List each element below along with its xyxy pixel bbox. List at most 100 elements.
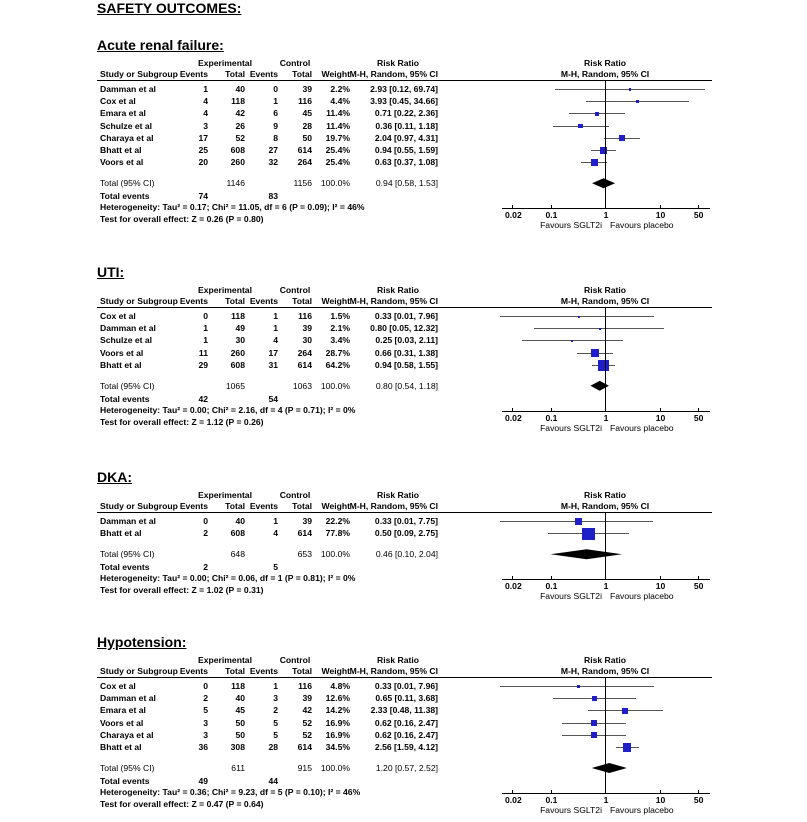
ctl-total: 52 bbox=[302, 717, 312, 728]
total-ctl: 1156 bbox=[293, 178, 312, 189]
experimental-header: Experimental bbox=[198, 285, 252, 295]
total-exp: 1146 bbox=[226, 178, 245, 189]
x-axis-tick-label: 1 bbox=[603, 412, 609, 423]
x-axis-tick bbox=[550, 790, 552, 794]
x-axis-tick-label: 10 bbox=[655, 581, 666, 592]
x-axis-tick bbox=[697, 407, 699, 412]
pooled-estimate-diamond bbox=[592, 178, 616, 189]
exp-total-header: Total bbox=[225, 666, 245, 676]
weight: 12.6% bbox=[325, 693, 350, 704]
point-estimate-marker bbox=[629, 88, 632, 91]
page-title: SAFETY OUTCOMES: bbox=[97, 0, 242, 16]
weight: 16.9% bbox=[325, 717, 350, 728]
weight: 11.4% bbox=[326, 108, 350, 119]
method-header: M-H, Random, 95% CI bbox=[349, 501, 438, 511]
x-axis bbox=[502, 410, 710, 412]
total-label: Total (95% CI) bbox=[100, 549, 155, 560]
x-axis-tick-label: 0.02 bbox=[505, 795, 522, 805]
risk-ratio-ci: 0.71 [0.22, 2.36] bbox=[374, 108, 438, 119]
weight: 25.4% bbox=[325, 145, 350, 155]
favours-right-label: Favours placebo bbox=[610, 591, 674, 602]
study-name: Damman et al bbox=[100, 693, 156, 704]
point-estimate-marker bbox=[570, 339, 574, 343]
header-rule bbox=[97, 307, 712, 308]
exp-total: 50 bbox=[235, 717, 245, 728]
exp-total: 260 bbox=[230, 347, 245, 358]
weight: 25.4% bbox=[325, 157, 350, 168]
risk-ratio-header: Risk Ratio bbox=[376, 285, 420, 295]
x-axis-tick-label: 1 bbox=[603, 581, 609, 592]
point-estimate-marker bbox=[594, 111, 600, 117]
ctl-total: 52 bbox=[302, 729, 312, 740]
ctl-total: 39 bbox=[302, 693, 312, 704]
risk-ratio-ci: 2.33 [0.48, 11.38] bbox=[370, 705, 438, 716]
method-header: M-H, Random, 95% CI bbox=[349, 666, 438, 676]
risk-ratio-ci: 0.94 [0.55, 1.59] bbox=[374, 145, 438, 155]
weight-header: Weight bbox=[321, 69, 350, 79]
x-axis bbox=[502, 579, 710, 581]
total-label: Total (95% CI) bbox=[100, 380, 155, 391]
study-header: Study or Subgroup bbox=[100, 69, 178, 79]
method-header: M-H, Random, 95% CI bbox=[349, 296, 438, 306]
favours-left-label: Favours SGLT2i bbox=[540, 591, 602, 602]
exp-events: 4 bbox=[203, 96, 208, 107]
pooled-estimate-diamond bbox=[590, 380, 609, 391]
heterogeneity: Heterogeneity: Tau² = 0.36; Chi² = 9.23,… bbox=[100, 787, 361, 797]
x-axis-tick bbox=[512, 576, 514, 581]
null-effect-line bbox=[605, 307, 606, 411]
exp-events: 20 bbox=[198, 157, 208, 168]
weight: 77.8% bbox=[325, 528, 350, 539]
risk-ratio-ci: 0.50 [0.09, 2.75] bbox=[374, 528, 438, 539]
weight-header: Weight bbox=[321, 666, 350, 676]
ctl-total-header: Total bbox=[292, 501, 312, 511]
exp-events: 36 bbox=[198, 742, 208, 752]
study-header: Study or Subgroup bbox=[100, 296, 178, 306]
exp-events: 1 bbox=[203, 335, 208, 346]
ctl-events: 1 bbox=[273, 96, 278, 107]
exp-total: 308 bbox=[230, 742, 245, 752]
overall-effect: Test for overall effect: Z = 1.02 (P = 0… bbox=[100, 585, 264, 596]
ctl-total: 28 bbox=[302, 120, 312, 131]
ctl-total: 39 bbox=[302, 516, 312, 526]
risk-ratio-ci: 2.56 [1.59, 4.12] bbox=[374, 742, 438, 752]
exp-events-header: Events bbox=[179, 501, 208, 511]
exp-total: 118 bbox=[231, 311, 245, 321]
ctl-events: 17 bbox=[268, 347, 278, 358]
weight: 3.4% bbox=[330, 335, 350, 346]
risk-ratio-ci: 0.62 [0.16, 2.47] bbox=[374, 729, 438, 740]
weight: 4.4% bbox=[330, 96, 350, 107]
point-estimate-marker bbox=[591, 349, 599, 357]
exp-total: 45 bbox=[235, 705, 245, 716]
control-header: Control bbox=[279, 285, 311, 295]
favours-left-label: Favours SGLT2i bbox=[540, 805, 602, 815]
x-axis-tick-label: 50 bbox=[693, 581, 704, 592]
exp-events: 0 bbox=[203, 311, 208, 321]
x-axis-tick-label: 0.1 bbox=[545, 412, 558, 423]
exp-events: 5 bbox=[203, 705, 208, 716]
x-axis-tick-label: 0.02 bbox=[505, 210, 522, 221]
x-axis-tick bbox=[605, 790, 606, 794]
total-label: Total (95% CI) bbox=[100, 763, 155, 773]
risk-ratio-ci: 0.36 [0.11, 1.18] bbox=[375, 120, 438, 131]
risk-ratio-ci: 0.65 [0.11, 3.68] bbox=[375, 693, 438, 704]
x-axis-tick bbox=[659, 790, 661, 794]
point-estimate-marker bbox=[618, 135, 625, 142]
x-axis-tick bbox=[512, 790, 514, 794]
ctl-total: 42 bbox=[302, 705, 312, 716]
total-events-exp: 2 bbox=[203, 562, 208, 573]
study-name: Charaya et al bbox=[100, 132, 154, 143]
x-axis-tick bbox=[605, 407, 606, 412]
risk-ratio-header: Risk Ratio bbox=[376, 655, 420, 665]
study-name: Charaya et al bbox=[100, 729, 154, 740]
ctl-total-header: Total bbox=[292, 666, 312, 676]
exp-total: 608 bbox=[230, 528, 245, 539]
ctl-events: 3 bbox=[273, 693, 278, 704]
point-estimate-marker bbox=[623, 743, 632, 752]
weight: 22.2% bbox=[325, 516, 350, 526]
section-title: Hypotension: bbox=[97, 634, 187, 650]
point-estimate-marker bbox=[590, 732, 597, 739]
point-estimate-marker bbox=[577, 315, 580, 318]
study-name: Bhatt et al bbox=[100, 359, 142, 370]
